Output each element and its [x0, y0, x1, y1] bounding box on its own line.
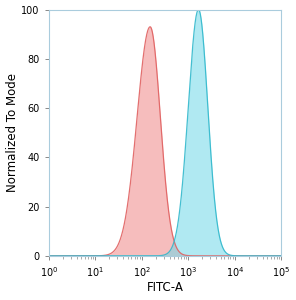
- X-axis label: FITC-A: FITC-A: [147, 281, 184, 294]
- Y-axis label: Normalized To Mode: Normalized To Mode: [6, 73, 19, 192]
